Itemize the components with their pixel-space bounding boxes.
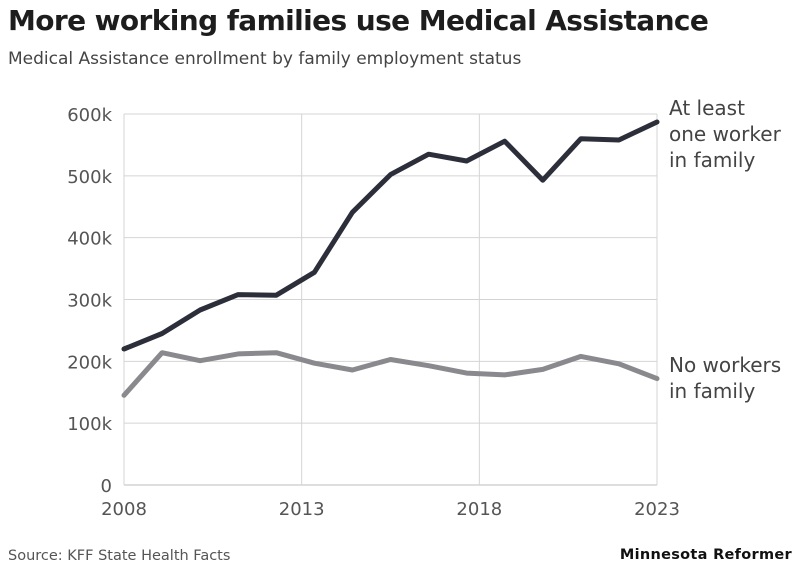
x-tick-label: 2023 xyxy=(634,499,680,520)
series-label-line: in family xyxy=(669,148,755,172)
y-tick-label: 100k xyxy=(67,414,112,435)
y-tick-label: 300k xyxy=(67,291,112,312)
series-label-working: At least one worker in family xyxy=(669,96,782,172)
series-lines xyxy=(121,119,660,398)
series-line-working xyxy=(121,119,660,352)
chart-subtitle: Medical Assistance enrollment by family … xyxy=(8,49,522,69)
series-label-line: in family xyxy=(669,379,755,403)
y-tick-label: 200k xyxy=(67,352,112,373)
y-tick-label: 600k xyxy=(67,105,112,126)
y-tick-label: 0 xyxy=(101,476,112,497)
series-line-no-workers xyxy=(121,350,660,398)
series-label-no-workers: No workers in family xyxy=(669,353,781,403)
x-tick-label: 2008 xyxy=(101,499,147,520)
x-tick-label: 2013 xyxy=(279,499,325,520)
series-label-line: No workers xyxy=(669,353,781,377)
grid-lines xyxy=(123,113,658,486)
series-label-line: one worker xyxy=(669,122,782,146)
series-label-line: At least xyxy=(669,96,745,120)
chart-title: More working families use Medical Assist… xyxy=(8,4,709,37)
axes: 0 100k 200k 300k 400k 500k 600k 2008 2013 2018 202… xyxy=(67,105,680,520)
source-note: Source: KFF State Health Facts xyxy=(8,548,231,564)
y-tick-label: 400k xyxy=(67,229,112,250)
y-tick-label: 500k xyxy=(67,167,112,188)
publisher-brand: Minnesota Reformer xyxy=(619,547,792,563)
x-tick-label: 2018 xyxy=(456,499,502,520)
